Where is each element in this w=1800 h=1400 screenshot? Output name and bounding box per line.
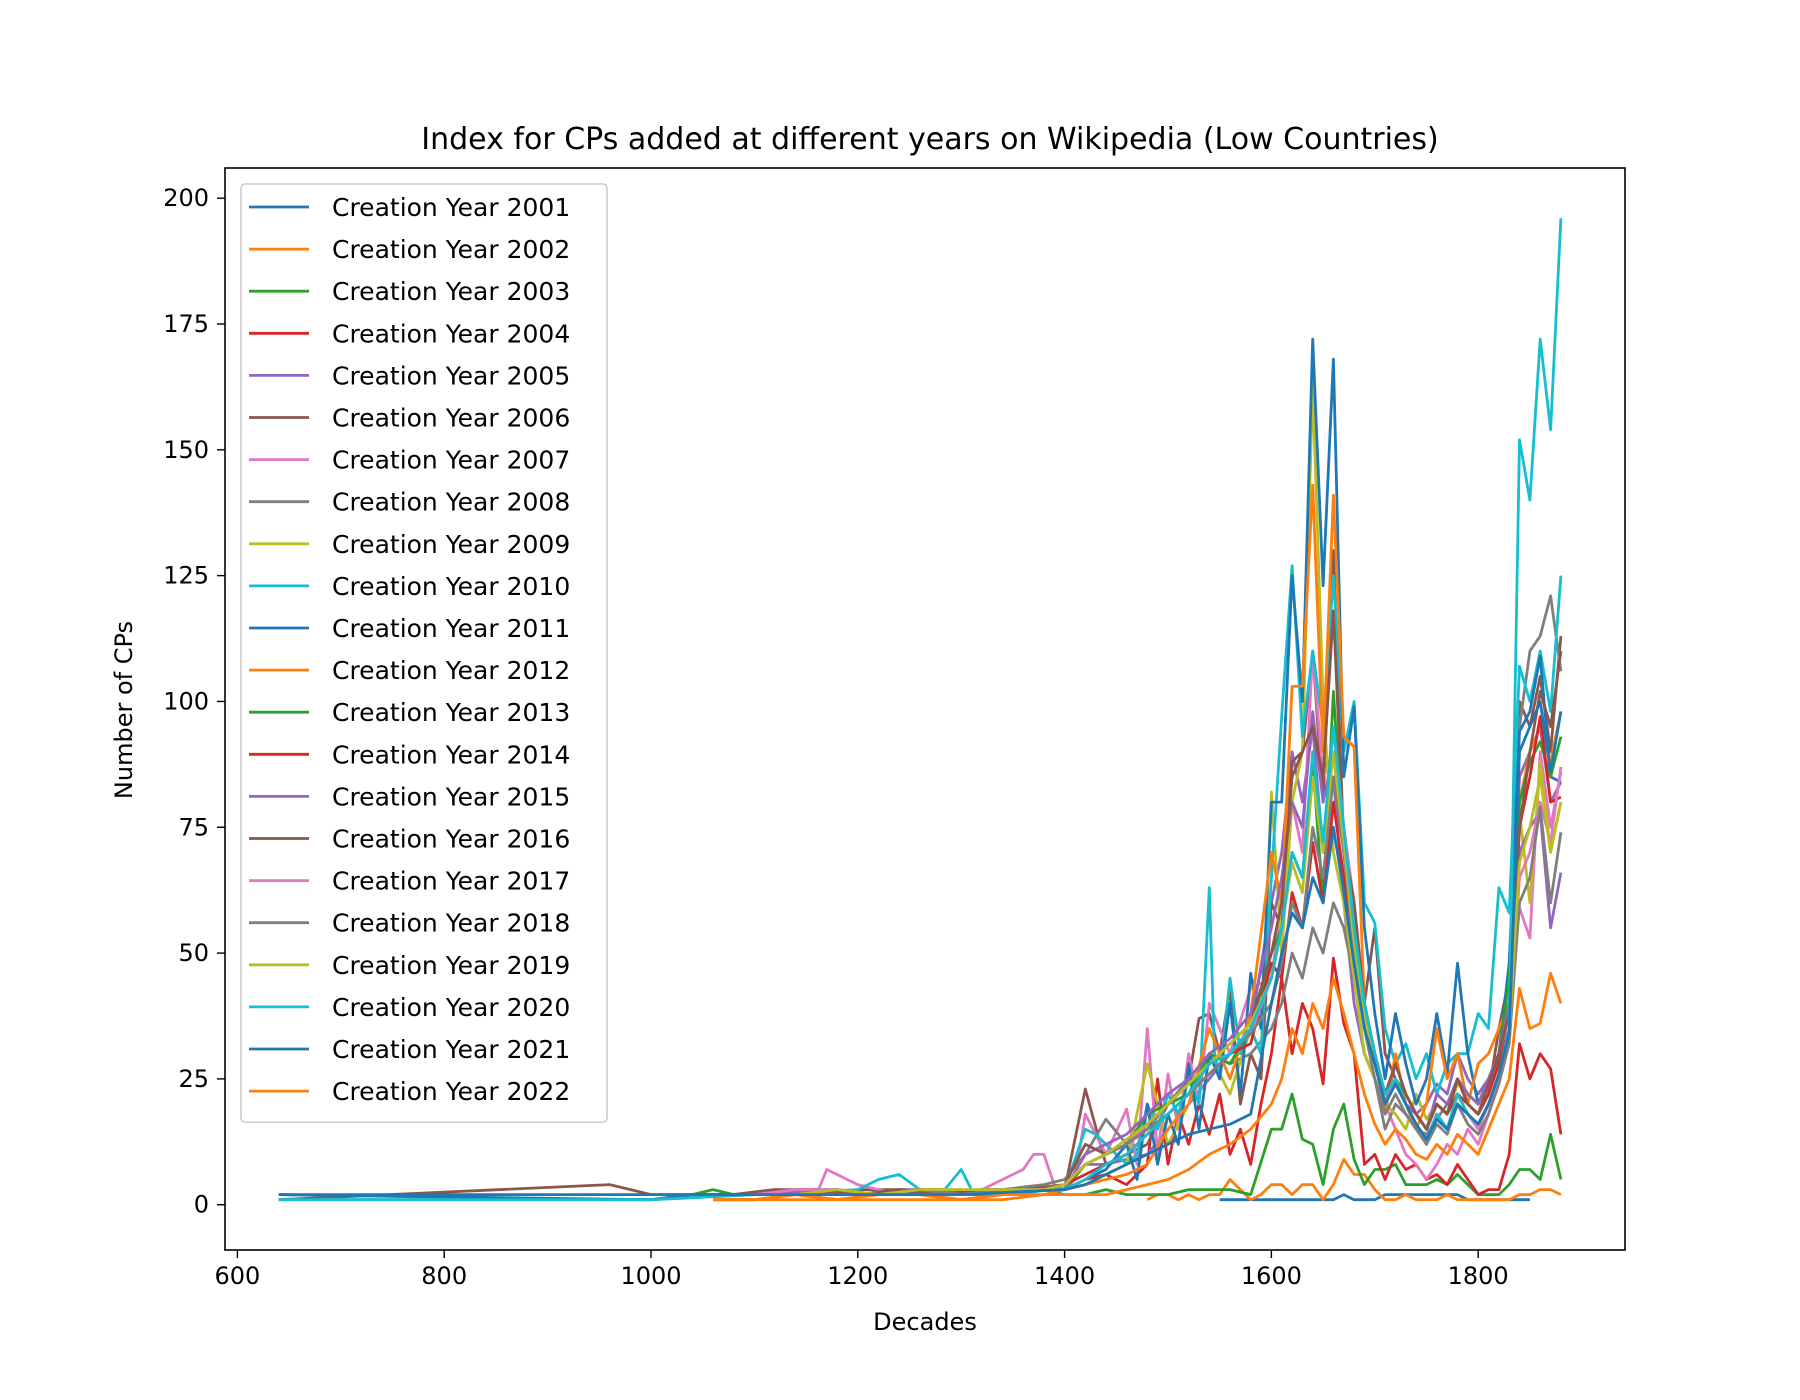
legend-label: Creation Year 2020: [332, 993, 570, 1022]
legend-label: Creation Year 2015: [332, 782, 570, 811]
y-tick-label: 25: [178, 1065, 209, 1093]
y-axis: 0 25 50 75 100 125 150 175 200: [163, 184, 225, 1219]
legend-label: Creation Year 2012: [332, 656, 570, 685]
legend-label: Creation Year 2017: [332, 867, 570, 896]
y-tick-label: 125: [163, 562, 209, 590]
y-tick-label: 175: [163, 310, 209, 338]
plot-frame: [224, 167, 1626, 1251]
y-tick-label: 0: [194, 1191, 209, 1219]
y-tick-label: 150: [163, 436, 209, 464]
legend-label: Creation Year 2009: [332, 530, 570, 559]
x-tick-label: 1600: [1241, 1262, 1302, 1290]
legend-label: Creation Year 2006: [332, 404, 570, 433]
legend-label: Creation Year 2005: [332, 361, 570, 390]
series-line: [1146, 1158, 1562, 1202]
series-line: [278, 700, 1563, 1196]
legend-label: Creation Year 2010: [332, 572, 570, 601]
legend-label: Creation Year 2019: [332, 951, 570, 980]
y-tick-label: 200: [163, 184, 209, 212]
x-tick-label: 1800: [1448, 1262, 1509, 1290]
legend-label: Creation Year 2007: [332, 446, 570, 475]
x-axis: 600 800 1000 1200 1400 1600 1800: [215, 1250, 1509, 1290]
legend-label: Creation Year 2022: [332, 1077, 570, 1106]
legend-label: Creation Year 2021: [332, 1035, 570, 1064]
y-axis-label: Number of CPs: [110, 621, 138, 799]
legend-label: Creation Year 2001: [332, 193, 570, 222]
legend-label: Creation Year 2003: [332, 277, 570, 306]
legend-label: Creation Year 2011: [332, 614, 570, 643]
chart-title: Index for CPs added at different years o…: [421, 122, 1438, 157]
legend-label: Creation Year 2013: [332, 698, 570, 727]
y-tick-label: 100: [163, 687, 209, 715]
legend: Creation Year 2001 Creation Year 2002 Crea…: [240, 183, 608, 1123]
x-tick-label: 600: [215, 1262, 261, 1290]
legend-box: [240, 183, 608, 1123]
legend-label: Creation Year 2008: [332, 488, 570, 517]
x-tick-label: 800: [421, 1262, 467, 1290]
x-tick-label: 1000: [620, 1262, 681, 1290]
plot-area: [278, 218, 1563, 1202]
x-tick-label: 1400: [1034, 1262, 1095, 1290]
y-tick-label: 75: [178, 813, 209, 841]
legend-label: Creation Year 2018: [332, 909, 570, 938]
legend-label: Creation Year 2004: [332, 319, 570, 348]
y-tick-label: 50: [178, 939, 209, 967]
x-tick-label: 1200: [827, 1262, 888, 1290]
series-line: [713, 971, 1563, 1202]
x-axis-label: Decades: [873, 1308, 977, 1336]
legend-label: Creation Year 2016: [332, 825, 570, 854]
legend-label: Creation Year 2014: [332, 740, 570, 769]
legend-label: Creation Year 2002: [332, 235, 570, 264]
